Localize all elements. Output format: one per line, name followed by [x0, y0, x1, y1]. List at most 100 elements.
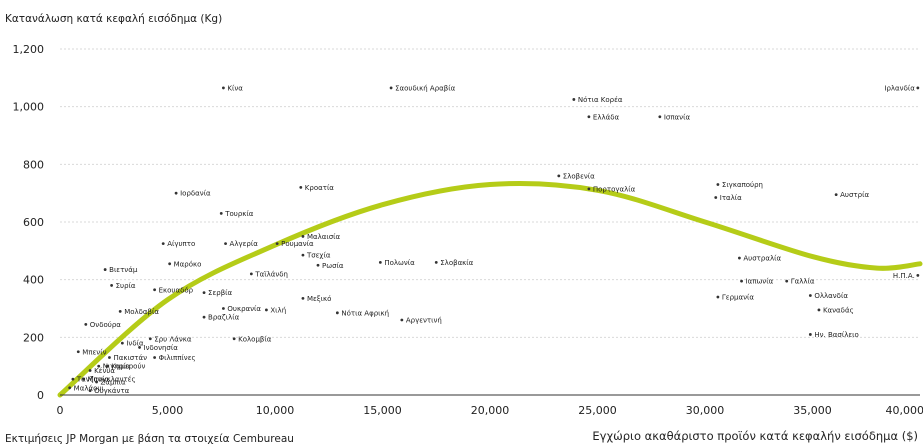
- data-point: [148, 337, 152, 341]
- data-points: Κίνα Σαουδική Αραβία Ιρλανδία Νότια Κορέα Ελ…: [68, 84, 920, 395]
- data-point: [658, 115, 662, 119]
- data-point: [740, 279, 743, 283]
- x-tick-label: 30,000: [686, 404, 725, 417]
- data-point: [572, 98, 576, 101]
- point-label: Φιλιππίνες: [159, 354, 196, 362]
- point-label: Τσεχία: [306, 252, 331, 260]
- x-tick-label: 15,000: [363, 404, 402, 417]
- point-label: Ουκρανία: [227, 305, 261, 313]
- point-label: Σιγκαπούρη: [722, 181, 763, 189]
- data-point: [378, 260, 382, 264]
- point-label: Μαλάουι: [74, 384, 105, 392]
- data-point: [587, 115, 591, 119]
- data-point: [120, 341, 124, 345]
- data-point: [808, 294, 812, 297]
- point-label: Πολωνία: [384, 259, 415, 267]
- point-label: Σλοβενία: [563, 172, 595, 180]
- data-point: [103, 268, 107, 271]
- data-point: [88, 369, 92, 372]
- data-point: [301, 297, 305, 300]
- point-label: Ισπανία: [664, 113, 691, 121]
- data-point: [808, 333, 812, 336]
- data-point: [738, 256, 741, 260]
- data-point: [222, 86, 225, 90]
- data-point: [82, 377, 86, 381]
- x-tick-label: 5,000: [152, 404, 184, 417]
- tick-labels: 0 200 400 600 800 1,000 1,200 0 5,000 10,000 15,00…: [13, 43, 923, 417]
- data-point: [716, 295, 720, 299]
- data-point: [916, 273, 920, 277]
- point-label: Βιετνάμ: [109, 266, 138, 274]
- data-point: [299, 186, 303, 189]
- point-label: Ινδία: [126, 340, 144, 348]
- point-label: Ιορδανία: [180, 190, 211, 198]
- data-point: [434, 260, 438, 264]
- data-point: [389, 86, 393, 90]
- data-point: [108, 356, 111, 359]
- x-tick-label: 20,000: [471, 404, 510, 417]
- point-label: Κίνα: [227, 84, 243, 92]
- point-label: Τουρκία: [224, 210, 254, 218]
- data-point: [88, 389, 92, 393]
- data-point: [153, 288, 157, 292]
- point-label: Νότια Κορέα: [578, 96, 623, 104]
- data-point: [817, 308, 821, 312]
- y-tick-label: 1,000: [13, 101, 45, 114]
- point-label: Αυστρία: [840, 191, 869, 199]
- data-point: [153, 356, 157, 359]
- x-tick-label: 25,000: [578, 404, 617, 417]
- point-label: Ιταλία: [720, 194, 742, 202]
- data-point: [335, 311, 339, 315]
- data-point: [168, 262, 172, 266]
- data-point: [785, 279, 789, 283]
- point-label: Ρωσία: [322, 262, 344, 270]
- data-point: [110, 284, 113, 287]
- point-label: Ελλάδα: [593, 113, 620, 121]
- point-label: Ρουμανία: [281, 240, 314, 248]
- data-point: [916, 86, 920, 90]
- data-point: [138, 346, 141, 349]
- data-point: [232, 337, 236, 341]
- y-tick-label: 600: [23, 216, 44, 229]
- gridlines: [60, 48, 920, 338]
- point-label: Γερμανία: [722, 293, 754, 301]
- x-tick-label: 40,000: [886, 404, 923, 417]
- data-point: [224, 242, 227, 246]
- y-tick-label: 0: [37, 389, 44, 402]
- point-label: Σλοβακία: [440, 259, 473, 267]
- data-point: [587, 187, 591, 191]
- point-label: Μαλαισία: [307, 233, 341, 241]
- data-point: [84, 322, 88, 326]
- point-label: Αλγερία: [230, 240, 259, 248]
- data-point: [68, 386, 72, 390]
- data-point: [249, 272, 253, 276]
- source-note: Εκτιμήσεις JP Morgan με βάση τα στοιχεία…: [5, 433, 294, 445]
- point-label: Κολομβία: [238, 335, 272, 343]
- point-label: Ολλανδία: [814, 292, 848, 300]
- point-label: Πορτογαλία: [593, 185, 636, 193]
- point-label: Νότια Αφρική: [341, 309, 389, 317]
- data-point: [400, 318, 404, 322]
- point-label: Συρία: [116, 282, 136, 290]
- data-point: [834, 193, 838, 197]
- y-tick-label: 200: [23, 331, 44, 344]
- point-label: Μπενίν: [82, 348, 106, 356]
- data-point: [219, 211, 223, 215]
- point-label: Καναδάς: [823, 306, 854, 314]
- data-point: [716, 183, 720, 186]
- point-label: Τανζανία: [76, 376, 110, 384]
- data-point: [76, 350, 80, 354]
- data-point: [118, 309, 122, 313]
- point-label: Μπαγκλαντές: [88, 376, 136, 384]
- data-point: [222, 307, 225, 310]
- point-label: Κροατία: [305, 184, 335, 192]
- point-label: Ταϊλάνδη: [254, 270, 288, 278]
- trend-curve: [57, 181, 923, 398]
- point-label: Μολδαβία: [124, 308, 159, 316]
- data-point: [275, 242, 279, 246]
- y-tick-label: 1,200: [13, 43, 45, 56]
- data-point: [301, 253, 305, 257]
- data-point: [174, 191, 178, 195]
- point-label: Μεξικό: [307, 295, 332, 303]
